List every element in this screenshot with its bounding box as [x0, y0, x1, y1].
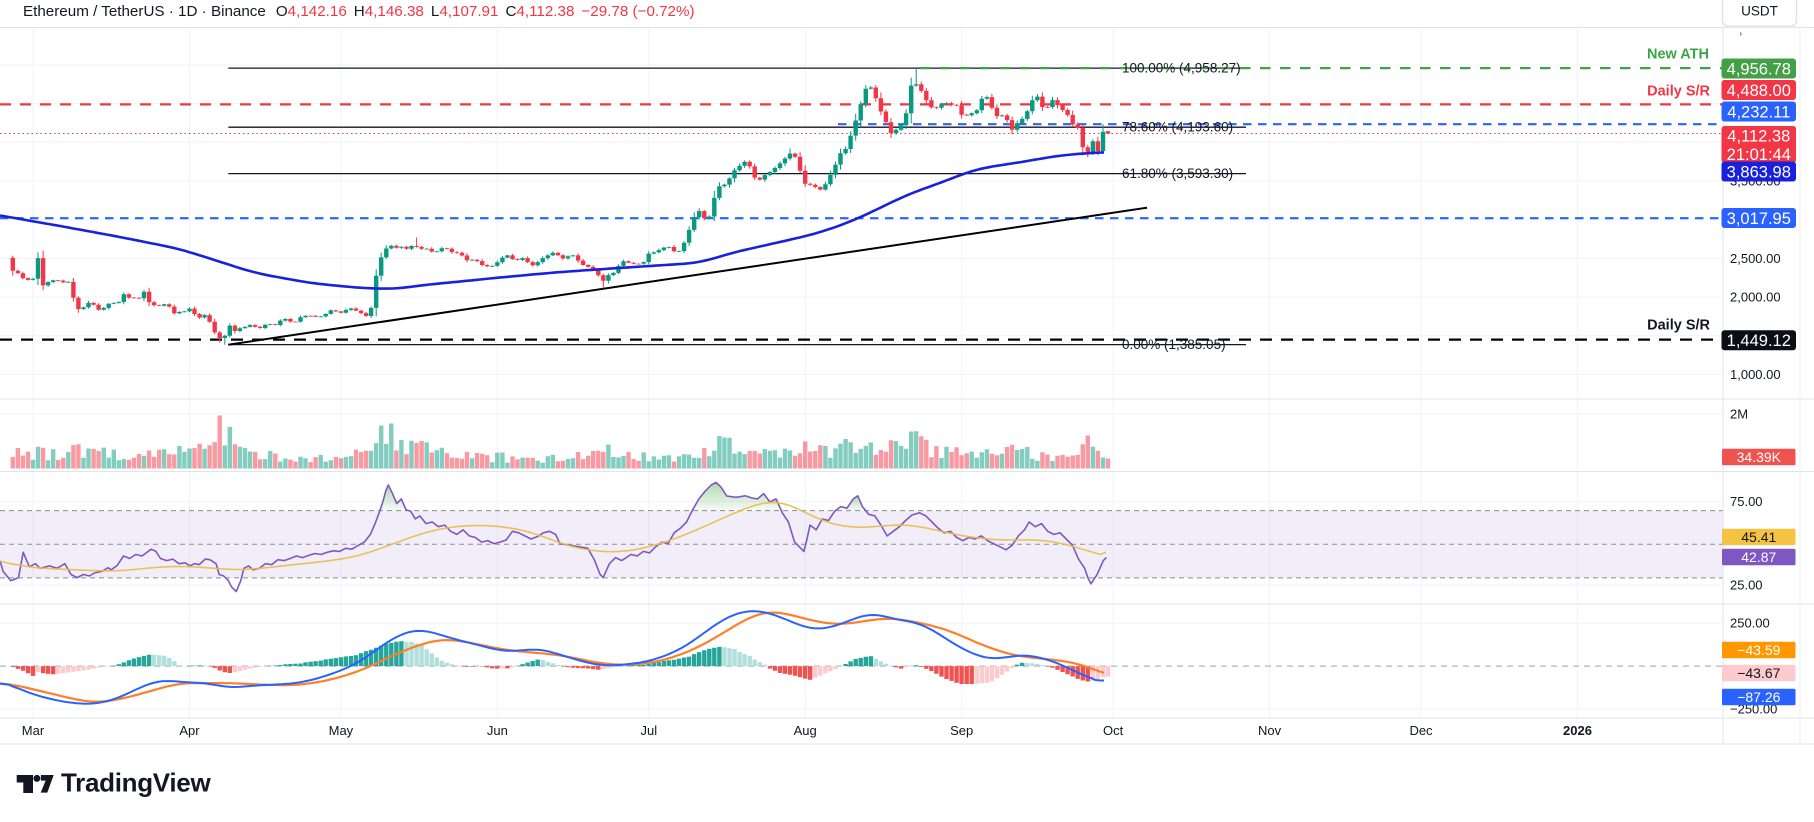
svg-text:1,449.12: 1,449.12	[1727, 332, 1791, 350]
svg-text:−87.26: −87.26	[1737, 689, 1780, 705]
svg-text:Nov: Nov	[1258, 723, 1282, 738]
svg-text:4,112.38: 4,112.38	[1727, 128, 1790, 146]
svg-text:Jul: Jul	[640, 723, 657, 738]
svg-text:Mar: Mar	[22, 723, 45, 738]
svg-text:Sep: Sep	[950, 723, 973, 738]
svg-text:,: ,	[1739, 22, 1743, 37]
svg-text:3,017.95: 3,017.95	[1727, 210, 1791, 228]
svg-text:25.00: 25.00	[1730, 578, 1763, 593]
svg-text:Oct: Oct	[1103, 723, 1124, 738]
svg-text:3,500.00: 3,500.00	[1730, 174, 1781, 189]
svg-text:42.87: 42.87	[1741, 549, 1776, 565]
svg-text:Daily S/R: Daily S/R	[1647, 84, 1710, 100]
svg-text:−43.59: −43.59	[1737, 642, 1780, 658]
svg-text:Jun: Jun	[487, 723, 508, 738]
svg-text:USDT: USDT	[1741, 4, 1778, 19]
svg-text:34.39K: 34.39K	[1737, 449, 1782, 465]
svg-text:1,000.00: 1,000.00	[1730, 367, 1781, 382]
svg-text:Aug: Aug	[794, 723, 817, 738]
svg-text:75.00: 75.00	[1730, 494, 1763, 509]
svg-text:Apr: Apr	[179, 723, 200, 738]
svg-text:78.60% (4,193.60): 78.60% (4,193.60)	[1122, 120, 1233, 135]
svg-text:21:01:44: 21:01:44	[1727, 146, 1791, 164]
svg-text:4,956.78: 4,956.78	[1727, 60, 1791, 78]
svg-text:4,232.11: 4,232.11	[1727, 103, 1790, 121]
svg-text:4,488.00: 4,488.00	[1727, 82, 1791, 100]
svg-text:May: May	[329, 723, 354, 738]
svg-text:0.00% (1,385.05): 0.00% (1,385.05)	[1122, 337, 1226, 352]
svg-text:100.00% (4,958.27): 100.00% (4,958.27)	[1122, 61, 1241, 76]
svg-text:TradingView: TradingView	[61, 768, 211, 798]
svg-text:2026: 2026	[1563, 723, 1592, 738]
svg-text:2,500.00: 2,500.00	[1730, 251, 1781, 266]
svg-text:250.00: 250.00	[1730, 616, 1770, 631]
svg-text:Daily S/R: Daily S/R	[1647, 318, 1710, 334]
svg-text:Ethereum / TetherUS · 1D · Bin: Ethereum / TetherUS · 1D · Binance O4,142…	[23, 3, 695, 20]
svg-text:61.80% (3,593.30): 61.80% (3,593.30)	[1122, 166, 1233, 181]
svg-text:New ATH: New ATH	[1647, 47, 1709, 63]
svg-text:2,000.00: 2,000.00	[1730, 290, 1781, 305]
svg-text:−43.67: −43.67	[1737, 665, 1780, 681]
svg-text:45.41: 45.41	[1741, 529, 1776, 545]
svg-text:3,863.98: 3,863.98	[1727, 163, 1791, 181]
svg-text:Dec: Dec	[1409, 723, 1433, 738]
svg-text:2M: 2M	[1730, 407, 1748, 422]
